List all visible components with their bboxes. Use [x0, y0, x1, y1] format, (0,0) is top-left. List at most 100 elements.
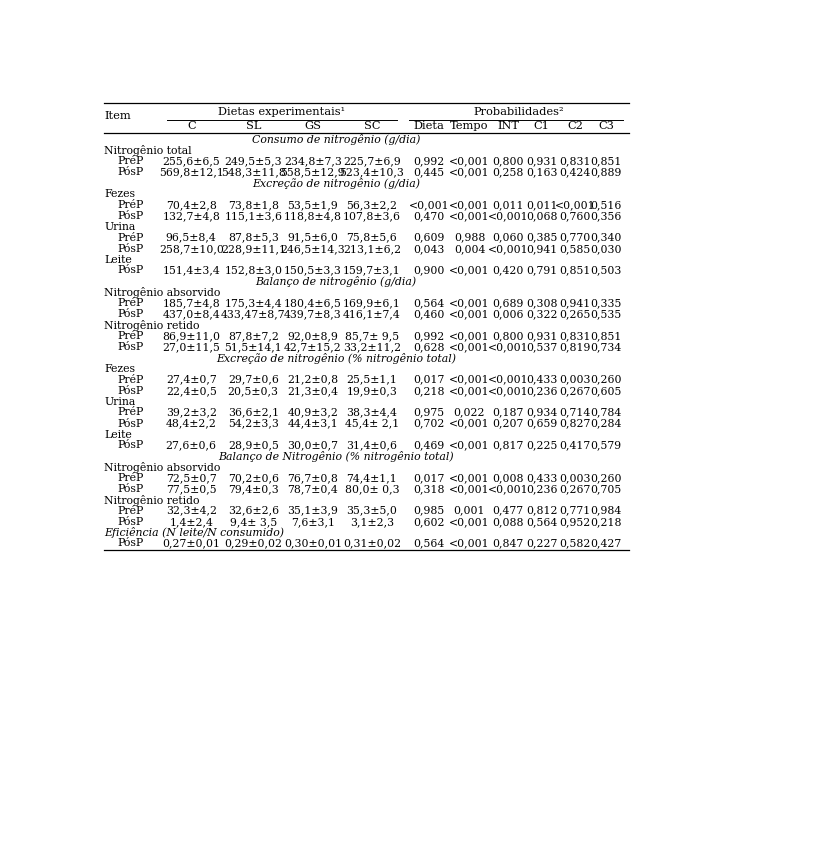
Text: PósP: PósP — [118, 244, 144, 254]
Text: PréP: PréP — [118, 473, 144, 483]
Text: PósP: PósP — [118, 211, 144, 221]
Text: PréP: PréP — [118, 505, 144, 516]
Text: 48,4±2,2: 48,4±2,2 — [166, 419, 217, 429]
Text: PósP: PósP — [118, 516, 144, 526]
Text: 0,004: 0,004 — [453, 244, 485, 254]
Text: Nitrogênio absorvido: Nitrogênio absorvido — [105, 287, 221, 299]
Text: Fezes: Fezes — [105, 189, 136, 199]
Text: 548,3±11,8: 548,3±11,8 — [221, 167, 286, 177]
Text: PréP: PréP — [118, 407, 144, 417]
Text: 255,6±6,5: 255,6±6,5 — [163, 156, 220, 166]
Text: Urina: Urina — [105, 222, 136, 232]
Text: <0,001: <0,001 — [449, 156, 489, 166]
Text: PósP: PósP — [118, 342, 144, 352]
Text: 31,4±0,6: 31,4±0,6 — [346, 440, 397, 450]
Text: <0,001: <0,001 — [449, 473, 489, 483]
Text: Eficiência (N leite/N consumido): Eficiência (N leite/N consumido) — [105, 527, 284, 538]
Text: 0,689: 0,689 — [493, 298, 524, 308]
Text: 118,8±4,8: 118,8±4,8 — [284, 211, 342, 221]
Text: 0,022: 0,022 — [453, 407, 485, 417]
Text: 1,4±2,4: 1,4±2,4 — [169, 516, 213, 526]
Text: 0,771: 0,771 — [560, 505, 591, 516]
Text: Excreção de nitrogênio (% nitrogênio total): Excreção de nitrogênio (% nitrogênio tot… — [216, 352, 456, 363]
Text: 0,564: 0,564 — [413, 298, 444, 308]
Text: 169,9±6,1: 169,9±6,1 — [343, 298, 401, 308]
Text: <0,001: <0,001 — [449, 484, 489, 494]
Text: 0,068: 0,068 — [526, 211, 557, 221]
Text: 0,420: 0,420 — [493, 265, 524, 275]
Text: 132,7±4,8: 132,7±4,8 — [163, 211, 221, 221]
Text: Dietas experimentais¹: Dietas experimentais¹ — [217, 108, 345, 118]
Text: 213,1±6,2: 213,1±6,2 — [343, 244, 401, 254]
Text: 0,628: 0,628 — [413, 342, 445, 352]
Text: Leite: Leite — [105, 255, 132, 265]
Text: 228,9±11,1: 228,9±11,1 — [221, 244, 286, 254]
Text: 28,9±0,5: 28,9±0,5 — [228, 440, 279, 450]
Text: 36,6±2,1: 36,6±2,1 — [228, 407, 279, 417]
Text: 185,7±4,8: 185,7±4,8 — [163, 298, 220, 308]
Text: 0,258: 0,258 — [493, 167, 524, 177]
Text: GS: GS — [305, 121, 321, 131]
Text: <0,001: <0,001 — [449, 342, 489, 352]
Text: 0,851: 0,851 — [590, 156, 622, 166]
Text: 0,992: 0,992 — [413, 331, 444, 341]
Text: 0,163: 0,163 — [526, 167, 557, 177]
Text: 0,659: 0,659 — [526, 419, 557, 429]
Text: Balanço de Nitrogênio (% nitrogênio total): Balanço de Nitrogênio (% nitrogênio tota… — [218, 451, 453, 462]
Text: 437,0±8,4: 437,0±8,4 — [163, 309, 220, 320]
Text: PósP: PósP — [118, 484, 144, 494]
Text: 22,4±0,5: 22,4±0,5 — [166, 386, 217, 396]
Text: 0,260: 0,260 — [590, 473, 622, 483]
Text: 0,585: 0,585 — [560, 244, 591, 254]
Text: 0,417: 0,417 — [560, 440, 591, 450]
Text: 33,2±11,2: 33,2±11,2 — [343, 342, 401, 352]
Text: 0,931: 0,931 — [526, 156, 557, 166]
Text: 21,3±0,4: 21,3±0,4 — [288, 386, 338, 396]
Text: PósP: PósP — [118, 440, 144, 450]
Text: <0,001: <0,001 — [449, 440, 489, 450]
Text: 0,31±0,02: 0,31±0,02 — [343, 538, 401, 548]
Text: 92,0±8,9: 92,0±8,9 — [288, 331, 338, 341]
Text: 0,831: 0,831 — [559, 331, 591, 341]
Text: 0,941: 0,941 — [526, 244, 557, 254]
Text: 56,3±2,2: 56,3±2,2 — [346, 200, 397, 210]
Text: Urina: Urina — [105, 397, 136, 407]
Text: <0,001: <0,001 — [449, 374, 489, 384]
Text: 0,770: 0,770 — [560, 233, 591, 242]
Text: 70,4±2,8: 70,4±2,8 — [166, 200, 217, 210]
Text: 32,6±2,6: 32,6±2,6 — [228, 505, 279, 516]
Text: 77,5±0,5: 77,5±0,5 — [166, 484, 217, 494]
Text: 0,322: 0,322 — [526, 309, 557, 320]
Text: Consumo de nitrogênio (g/dia): Consumo de nitrogênio (g/dia) — [252, 134, 420, 145]
Text: 75,8±5,6: 75,8±5,6 — [346, 233, 397, 242]
Text: <0,001: <0,001 — [449, 331, 489, 341]
Text: 40,9±3,2: 40,9±3,2 — [288, 407, 338, 417]
Text: Excreção de nitrogênio (g/dia): Excreção de nitrogênio (g/dia) — [252, 177, 420, 189]
Text: SL: SL — [246, 121, 261, 131]
Text: 35,1±3,9: 35,1±3,9 — [288, 505, 338, 516]
Text: 0,564: 0,564 — [526, 516, 557, 526]
Text: 0,537: 0,537 — [526, 342, 557, 352]
Text: 0,424: 0,424 — [560, 167, 591, 177]
Text: 0,702: 0,702 — [413, 419, 445, 429]
Text: PréP: PréP — [118, 374, 144, 384]
Text: 51,5±14,1: 51,5±14,1 — [225, 342, 282, 352]
Text: PósP: PósP — [118, 538, 144, 548]
Text: 0,017: 0,017 — [413, 374, 445, 384]
Text: 20,5±0,3: 20,5±0,3 — [228, 386, 279, 396]
Text: 175,3±4,4: 175,3±4,4 — [225, 298, 282, 308]
Text: <0,001: <0,001 — [449, 516, 489, 526]
Text: <0,001: <0,001 — [488, 484, 529, 494]
Text: 0,992: 0,992 — [413, 156, 444, 166]
Text: 0,800: 0,800 — [493, 156, 524, 166]
Text: 569,8±12,1: 569,8±12,1 — [158, 167, 224, 177]
Text: Nitrogênio total: Nitrogênio total — [105, 145, 192, 156]
Text: Balanço de nitrogênio (g/dia): Balanço de nitrogênio (g/dia) — [255, 276, 417, 287]
Text: 0,984: 0,984 — [590, 505, 622, 516]
Text: 79,4±0,3: 79,4±0,3 — [228, 484, 279, 494]
Text: 30,0±0,7: 30,0±0,7 — [288, 440, 338, 450]
Text: 53,5±1,9: 53,5±1,9 — [288, 200, 338, 210]
Text: Nitrogênio retido: Nitrogênio retido — [105, 495, 200, 505]
Text: 96,5±8,4: 96,5±8,4 — [166, 233, 217, 242]
Text: <0,001: <0,001 — [449, 538, 489, 548]
